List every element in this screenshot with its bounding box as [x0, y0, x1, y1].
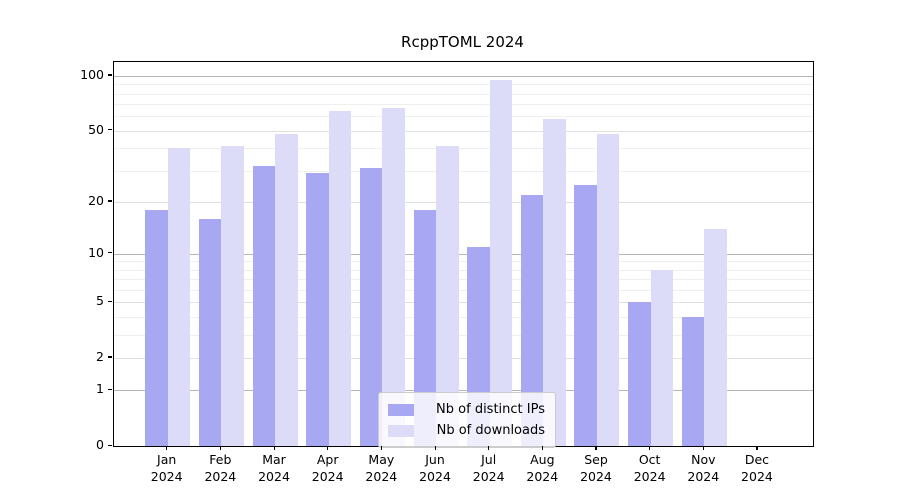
- bar-downloads: [328, 111, 352, 446]
- gridline: [114, 357, 813, 359]
- gridline: [114, 253, 813, 255]
- bar-distinct-ips: [306, 173, 329, 446]
- gridline: [114, 170, 813, 172]
- y-axis-tick-mark: [108, 444, 112, 446]
- bar-downloads: [596, 133, 620, 446]
- bar-downloads: [167, 148, 191, 446]
- gridline: [114, 334, 813, 336]
- bar-distinct-ips: [252, 165, 276, 446]
- x-axis-tick-mark: [380, 446, 383, 451]
- y-axis-tick-label: 5: [96, 293, 104, 309]
- y-axis-tick-mark: [108, 74, 112, 76]
- gridline: [114, 316, 813, 318]
- gridline: [114, 261, 813, 263]
- bar-downloads: [650, 269, 674, 446]
- x-axis-tick-mark: [595, 446, 597, 451]
- x-axis-tick-mark: [649, 446, 651, 451]
- y-axis-tick-mark: [108, 252, 112, 254]
- y-axis-tick-mark: [108, 300, 112, 303]
- y-axis-tick-label: 1: [96, 381, 104, 397]
- x-axis-label: Dec 2024: [741, 452, 773, 484]
- bar-distinct-ips: [574, 184, 597, 446]
- legend: Nb of distinct IPs Nb of downloads: [378, 392, 556, 448]
- gridline: [114, 201, 813, 203]
- x-axis-label: May 2024: [365, 452, 398, 484]
- y-axis-tick-label: 0: [96, 437, 104, 452]
- bar-distinct-ips: [198, 218, 222, 446]
- x-axis-label: Sep 2024: [580, 452, 612, 484]
- bar-distinct-ips: [681, 316, 705, 446]
- gridline: [114, 289, 813, 291]
- bar-downloads: [436, 146, 459, 446]
- gridline: [114, 148, 813, 150]
- gridline: [114, 84, 813, 86]
- y-axis-tick-label: 100: [80, 66, 104, 82]
- x-axis-label: Feb 2024: [204, 452, 237, 484]
- x-axis-label: Apr 2024: [311, 452, 344, 484]
- y-axis-tick-mark: [108, 129, 112, 131]
- x-axis-tick-mark: [756, 446, 758, 451]
- x-axis-label: Jan 2024: [150, 452, 183, 484]
- x-axis-label: Nov 2024: [687, 452, 720, 484]
- gridline: [114, 93, 813, 95]
- bar-downloads: [275, 133, 298, 446]
- x-axis-tick-mark: [702, 446, 705, 451]
- gridline: [114, 116, 813, 118]
- legend-swatch-distinct-ips: [388, 403, 414, 416]
- x-axis-label: Mar 2024: [258, 452, 290, 484]
- legend-item: Nb of downloads: [388, 420, 545, 441]
- gridline: [114, 75, 813, 77]
- gridline: [114, 130, 813, 132]
- gridline: [114, 269, 813, 271]
- legend-item: Nb of distinct IPs: [388, 399, 545, 420]
- plot-area: Nb of distinct IPs Nb of downloads: [113, 61, 814, 448]
- bar-downloads: [543, 118, 566, 446]
- chart-title: RcppTOML 2024: [401, 33, 524, 51]
- gridline: [114, 302, 813, 304]
- x-axis-tick-mark: [166, 446, 168, 451]
- y-axis-tick-label: 50: [88, 121, 104, 137]
- x-axis-tick-mark: [273, 446, 275, 451]
- y-axis-tick-label: 2: [96, 348, 104, 364]
- y-axis-tick-mark: [108, 200, 112, 202]
- bar-distinct-ips: [145, 209, 168, 446]
- legend-label: Nb of downloads: [436, 423, 545, 438]
- bar-downloads: [221, 146, 244, 446]
- x-axis-label: Jul 2024: [472, 452, 505, 484]
- x-axis-tick-mark: [219, 446, 222, 451]
- bar-distinct-ips: [628, 302, 651, 446]
- y-axis-tick-label: 10: [88, 244, 104, 260]
- x-axis-tick-mark: [541, 446, 544, 451]
- gridline: [114, 390, 813, 392]
- x-axis-tick-mark: [488, 446, 490, 451]
- bar-downloads: [382, 107, 405, 446]
- x-axis-label: Oct 2024: [633, 452, 666, 484]
- legend-swatch-downloads: [388, 424, 414, 437]
- bar-distinct-ips: [413, 209, 436, 446]
- bar-downloads: [704, 228, 727, 446]
- gridline: [114, 279, 813, 281]
- y-axis-tick-label: 20: [88, 192, 104, 208]
- legend-label: Nb of distinct IPs: [436, 402, 545, 417]
- x-axis-tick-mark: [434, 446, 436, 451]
- gridline: [114, 104, 813, 106]
- x-axis-tick-mark: [327, 446, 329, 451]
- x-axis-label: Aug 2024: [526, 452, 559, 484]
- y-axis-tick-mark: [108, 388, 112, 391]
- bar-distinct-ips: [520, 194, 544, 446]
- bar-distinct-ips: [359, 168, 383, 446]
- y-axis-tick-mark: [108, 356, 112, 358]
- x-axis-label: Jun 2024: [419, 452, 451, 484]
- bar-downloads: [489, 79, 513, 446]
